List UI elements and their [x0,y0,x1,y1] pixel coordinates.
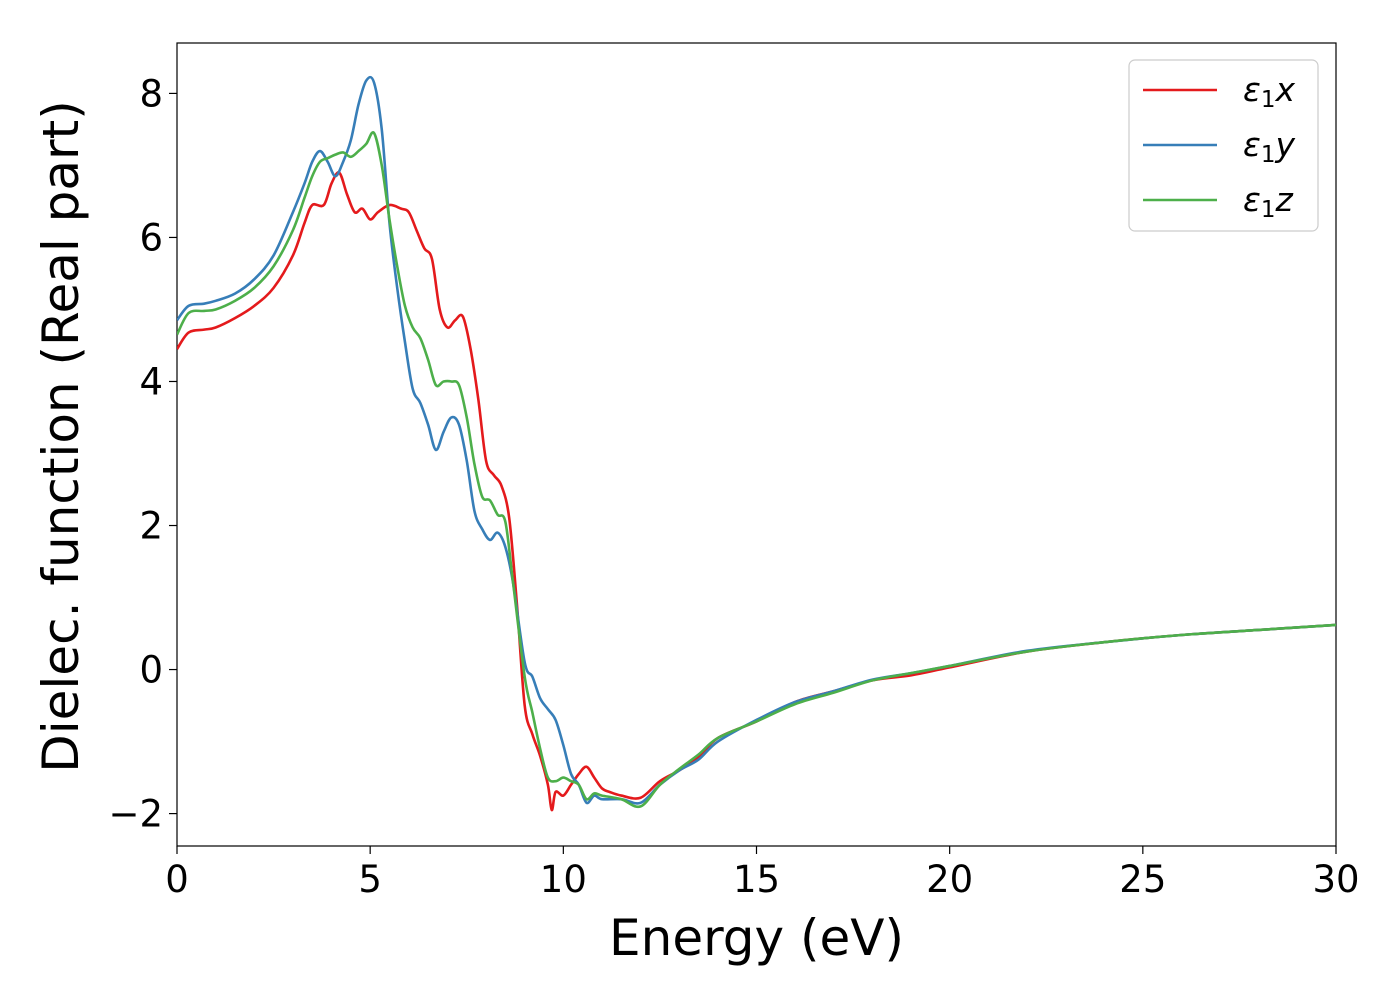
legend-label-z: ε1z [1243,180,1293,223]
x-tick-label: 5 [358,858,382,901]
y-axis-label: Dielec. function (Real part) [32,100,90,772]
y-tick-label: −2 [108,793,163,836]
y-tick-label: 2 [139,505,163,548]
y-tick-label: 0 [139,649,163,692]
y-tick-label: 8 [139,72,163,115]
series-layer [177,75,1336,812]
legend: ε1x ε1y ε1z [1128,59,1319,232]
x-tick-label: 10 [540,858,587,901]
y-tick-label: 4 [139,360,163,403]
x-tick-label: 30 [1312,858,1359,901]
x-axis-ticks: 0 5 10 15 20 25 30 [165,846,1360,901]
x-tick-label: 25 [1119,858,1166,901]
x-tick-label: 15 [733,858,780,901]
y-tick-label: 6 [139,216,163,259]
series-line-x [177,171,1336,812]
y-axis-ticks: −2 0 2 4 6 8 [108,72,177,836]
x-tick-label: 20 [926,858,973,901]
series-line-z [177,131,1336,809]
x-axis-label: Energy (eV) [609,909,904,967]
legend-label-y: ε1y [1243,125,1295,168]
x-tick-label: 0 [165,858,189,901]
legend-box [1128,59,1319,232]
legend-label-x: ε1x [1243,70,1295,113]
